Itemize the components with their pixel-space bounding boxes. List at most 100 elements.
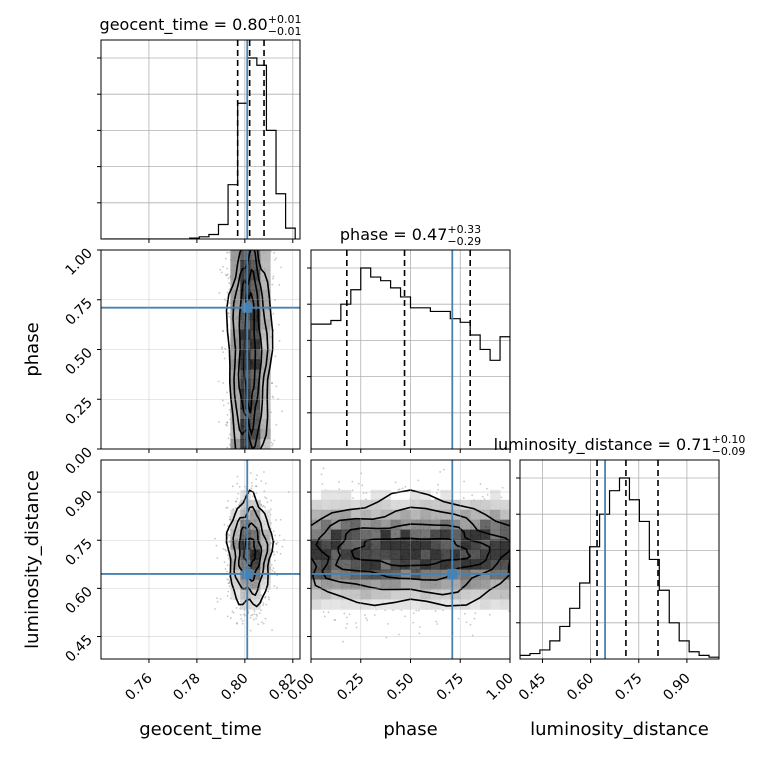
sample-point bbox=[418, 625, 421, 628]
density-cell bbox=[260, 250, 271, 261]
sample-point bbox=[272, 312, 275, 315]
sample-point bbox=[216, 597, 218, 600]
sample-point bbox=[226, 251, 228, 254]
sample-point bbox=[226, 506, 229, 509]
sample-point bbox=[224, 257, 227, 260]
density-cell bbox=[350, 509, 362, 521]
density-cell bbox=[380, 579, 392, 590]
sample-point bbox=[272, 530, 275, 533]
sample-point bbox=[226, 570, 228, 573]
density-cell bbox=[460, 559, 471, 570]
sample-point bbox=[277, 323, 280, 326]
density-cell bbox=[350, 499, 362, 511]
density-cell bbox=[240, 559, 251, 570]
density-cell bbox=[340, 509, 352, 521]
sample-point bbox=[236, 482, 239, 485]
sample-point bbox=[224, 568, 227, 570]
density-cell bbox=[490, 519, 501, 531]
sample-point bbox=[274, 534, 277, 537]
sample-point bbox=[231, 610, 234, 613]
sample-point bbox=[276, 551, 279, 553]
density-cell bbox=[500, 589, 510, 600]
sample-point bbox=[242, 613, 245, 616]
sample-point bbox=[222, 330, 224, 332]
density-cell bbox=[500, 509, 510, 521]
sample-point bbox=[240, 617, 243, 620]
sample-point bbox=[474, 612, 477, 615]
sample-point bbox=[327, 611, 330, 614]
sample-point bbox=[274, 355, 277, 358]
density-cell bbox=[480, 549, 491, 560]
sample-point bbox=[272, 396, 275, 399]
sample-point bbox=[228, 585, 231, 587]
density-cell bbox=[380, 499, 392, 511]
density-cell bbox=[260, 539, 271, 551]
density-cell bbox=[440, 559, 451, 570]
density-cell bbox=[320, 509, 332, 521]
density-cell bbox=[330, 529, 342, 541]
density-cell bbox=[340, 589, 352, 600]
grid-geocent_time bbox=[101, 40, 300, 239]
density-cell bbox=[490, 499, 501, 511]
sample-point bbox=[418, 632, 421, 635]
density-cell bbox=[390, 509, 402, 521]
density-cell bbox=[430, 549, 441, 560]
density-cell bbox=[250, 259, 261, 271]
sample-point bbox=[270, 563, 273, 566]
density-cell bbox=[430, 589, 441, 600]
density-cell bbox=[500, 599, 510, 610]
sample-point bbox=[249, 629, 252, 632]
sample-point bbox=[361, 484, 364, 487]
sample-point bbox=[384, 609, 387, 612]
sample-point bbox=[220, 271, 223, 274]
density-cell bbox=[340, 599, 352, 610]
sample-point bbox=[255, 617, 257, 620]
x-tick-label: 0.60 bbox=[564, 671, 597, 704]
density-cell bbox=[370, 539, 382, 551]
sample-point bbox=[355, 621, 357, 624]
sample-point bbox=[473, 617, 476, 620]
density-cell bbox=[311, 549, 322, 560]
density-cell bbox=[330, 509, 342, 521]
density-cell bbox=[420, 549, 431, 560]
density-cell bbox=[370, 489, 382, 501]
sample-point bbox=[226, 421, 229, 424]
sample-point bbox=[228, 580, 231, 583]
density-cell bbox=[360, 539, 372, 551]
density-cell bbox=[260, 519, 271, 531]
sample-point bbox=[417, 609, 420, 612]
histogram-phase bbox=[311, 267, 510, 449]
sample-point bbox=[227, 402, 230, 405]
sample-point bbox=[387, 622, 389, 625]
density-cell bbox=[410, 579, 421, 590]
density-cell bbox=[360, 509, 372, 521]
sample-point bbox=[434, 610, 437, 612]
density-cell bbox=[450, 579, 461, 590]
density-cell bbox=[260, 579, 271, 590]
sample-point bbox=[263, 471, 265, 473]
sample-point bbox=[362, 492, 365, 495]
sample-point bbox=[355, 626, 358, 629]
sample-point bbox=[232, 508, 235, 511]
x-axis-title-luminosity_distance: luminosity_distance bbox=[530, 719, 709, 740]
title-upper-error: +0.10 bbox=[712, 433, 746, 446]
contour-level-0 bbox=[243, 537, 257, 567]
density-cell bbox=[410, 509, 421, 521]
density-cell bbox=[430, 579, 441, 590]
sample-point bbox=[250, 482, 253, 484]
density-cell bbox=[370, 549, 382, 560]
density-cell bbox=[470, 509, 481, 521]
density-cell bbox=[420, 489, 431, 501]
density-cell bbox=[400, 579, 411, 590]
density-cell bbox=[230, 419, 241, 430]
axes-frame bbox=[100, 459, 301, 660]
density-cell bbox=[420, 579, 431, 590]
density-cell bbox=[350, 589, 362, 600]
x-tick-label: 0.75 bbox=[434, 671, 467, 704]
density-cell bbox=[450, 529, 461, 541]
sample-point bbox=[227, 582, 230, 585]
sample-point bbox=[240, 614, 242, 616]
sample-point bbox=[366, 619, 369, 622]
sample-point bbox=[235, 621, 238, 624]
